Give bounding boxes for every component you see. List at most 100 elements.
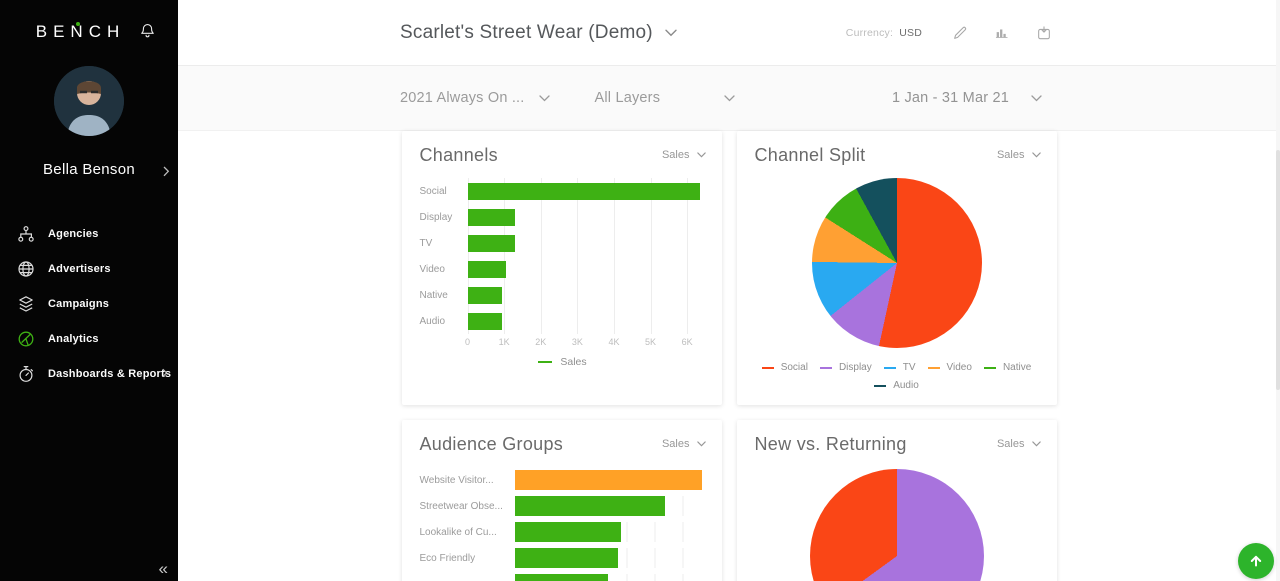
chevron-down-icon	[696, 152, 706, 158]
bar-label: Social	[419, 185, 447, 197]
currency-label: Currency:	[845, 26, 894, 39]
chevron-down-icon	[1031, 94, 1042, 101]
bar-chart-icon[interactable]	[994, 25, 1010, 41]
bar-row: Social	[420, 178, 706, 204]
bar-label: Audio	[419, 315, 446, 327]
legend-item: Video	[927, 362, 972, 373]
layers-filter-dropdown[interactable]: All Layers	[595, 90, 735, 106]
metric-dropdown[interactable]: Sales	[997, 149, 1041, 161]
bar-row: Audio	[420, 308, 706, 334]
layers-icon	[16, 295, 35, 313]
user-menu[interactable]: Bella Benson	[0, 161, 178, 178]
bar-row: Video	[420, 256, 706, 282]
scroll-to-top-button[interactable]	[1238, 543, 1274, 579]
legend-dash	[883, 366, 896, 369]
page-scrollbar[interactable]	[1276, 0, 1280, 581]
bar	[467, 182, 700, 200]
legend-item: TV	[883, 362, 916, 373]
metric-value: Sales	[661, 149, 690, 161]
dashboard-title-dropdown[interactable]: Scarlet's Street Wear (Demo)	[400, 22, 677, 44]
legend-item: Audio	[874, 380, 919, 391]
legend-label: Native	[1002, 362, 1032, 373]
gridline	[687, 178, 689, 334]
legend-label: TV	[902, 362, 916, 373]
legend-label: Social	[780, 362, 808, 373]
main-area: Scarlet's Street Wear (Demo) Currency: U…	[178, 0, 1280, 581]
bar-track	[467, 234, 706, 252]
sidebar-item-dashboards-reports[interactable]: Dashboards & Reports	[0, 356, 178, 391]
legend-dash	[761, 366, 774, 369]
legend-label: Audio	[893, 380, 919, 391]
bar-track	[514, 522, 706, 542]
bar	[514, 574, 609, 581]
metric-dropdown[interactable]: Sales	[997, 438, 1041, 450]
audience-groups-bar-chart: Website Visitor... Streetwear Obse... Look…	[420, 467, 706, 581]
chart-legend: Sales	[420, 356, 706, 368]
bar-track	[514, 470, 706, 490]
edit-pencil-icon[interactable]	[952, 25, 968, 41]
top-header: Scarlet's Street Wear (Demo) Currency: U…	[178, 0, 1280, 66]
sidebar-collapse-button[interactable]: «	[158, 559, 168, 578]
bench-logo[interactable]: BENCH	[22, 22, 126, 42]
sidebar: BENCH Bella Benson	[0, 0, 178, 581]
metric-value: Sales	[996, 438, 1025, 450]
sidebar-item-campaigns[interactable]: Campaigns	[0, 286, 178, 321]
x-axis: 0 1K 2K 3K 4K 5K 6K	[464, 334, 706, 350]
gridline	[467, 178, 469, 334]
bar	[514, 522, 622, 542]
bar-track	[467, 312, 706, 330]
bar-row: Native	[420, 282, 706, 308]
channels-card: Channels Sales Social Display TV Video Nativ…	[401, 131, 722, 405]
currency-indicator: Currency: USD	[846, 27, 922, 39]
bar-label: Display	[419, 211, 453, 223]
user-name: Bella Benson	[43, 161, 135, 178]
chevron-right-icon	[163, 164, 170, 181]
metric-dropdown[interactable]: Sales	[662, 149, 706, 161]
notifications-bell-icon[interactable]	[139, 22, 156, 40]
legend-label: Sales	[560, 356, 587, 368]
date-range-dropdown[interactable]: 1 Jan - 31 Mar 21	[892, 90, 1042, 106]
bar-label: Website Visitor...	[419, 474, 494, 486]
axis-tick: 3K	[571, 337, 583, 347]
bar	[514, 470, 702, 490]
axis-tick: 0	[464, 337, 471, 347]
avatar[interactable]	[54, 66, 124, 136]
card-title: Audience Groups	[419, 434, 564, 454]
metric-value: Sales	[996, 149, 1025, 161]
logo-text: BENCH	[35, 22, 126, 41]
bar	[467, 286, 503, 304]
channel-split-card: Channel Split Sales Social Display TV Video…	[736, 131, 1057, 405]
bar	[514, 548, 618, 568]
bar-label: Lookalike of Cu...	[419, 526, 497, 538]
new-vs-returning-card: New vs. Returning Sales	[736, 420, 1057, 581]
channels-bar-chart: Social Display TV Video Native Audio 0 1K 2K 3K 4K…	[420, 178, 706, 368]
bar-label: Native	[419, 289, 448, 301]
chevron-down-icon	[1031, 152, 1041, 158]
sidebar-item-label: Advertisers	[48, 262, 111, 275]
bar-track	[514, 496, 706, 516]
sidebar-item-analytics[interactable]: Analytics	[0, 321, 178, 356]
bar-track	[467, 208, 706, 226]
bar	[514, 496, 666, 516]
axis-tick: 6K	[681, 337, 693, 347]
bar-track	[467, 182, 706, 200]
bar	[467, 208, 516, 226]
dashboard-content: Channels Sales Social Display TV Video Nativ…	[178, 131, 1280, 581]
download-icon[interactable]	[1036, 25, 1052, 41]
scrollbar-thumb[interactable]	[1276, 150, 1280, 390]
sidebar-item-agencies[interactable]: Agencies	[0, 216, 178, 251]
gridline	[650, 178, 652, 334]
sidebar-item-advertisers[interactable]: Advertisers	[0, 251, 178, 286]
bar-track	[467, 286, 706, 304]
campaign-filter-dropdown[interactable]: 2021 Always On ...	[400, 90, 550, 106]
bar-row: Streetwear Obse...	[420, 493, 706, 519]
sidebar-item-label: Analytics	[48, 332, 99, 345]
gridline	[540, 178, 542, 334]
bar-track	[514, 574, 706, 581]
bar-label: Eco Friendly	[419, 552, 476, 564]
channel-split-pie-chart	[811, 178, 982, 348]
campaign-filter-value: 2021 Always On ...	[400, 90, 525, 106]
pie-legend: Social Display TV Video Native Audio	[747, 362, 1047, 391]
legend-label: Display	[838, 362, 872, 373]
metric-dropdown[interactable]: Sales	[662, 438, 706, 450]
